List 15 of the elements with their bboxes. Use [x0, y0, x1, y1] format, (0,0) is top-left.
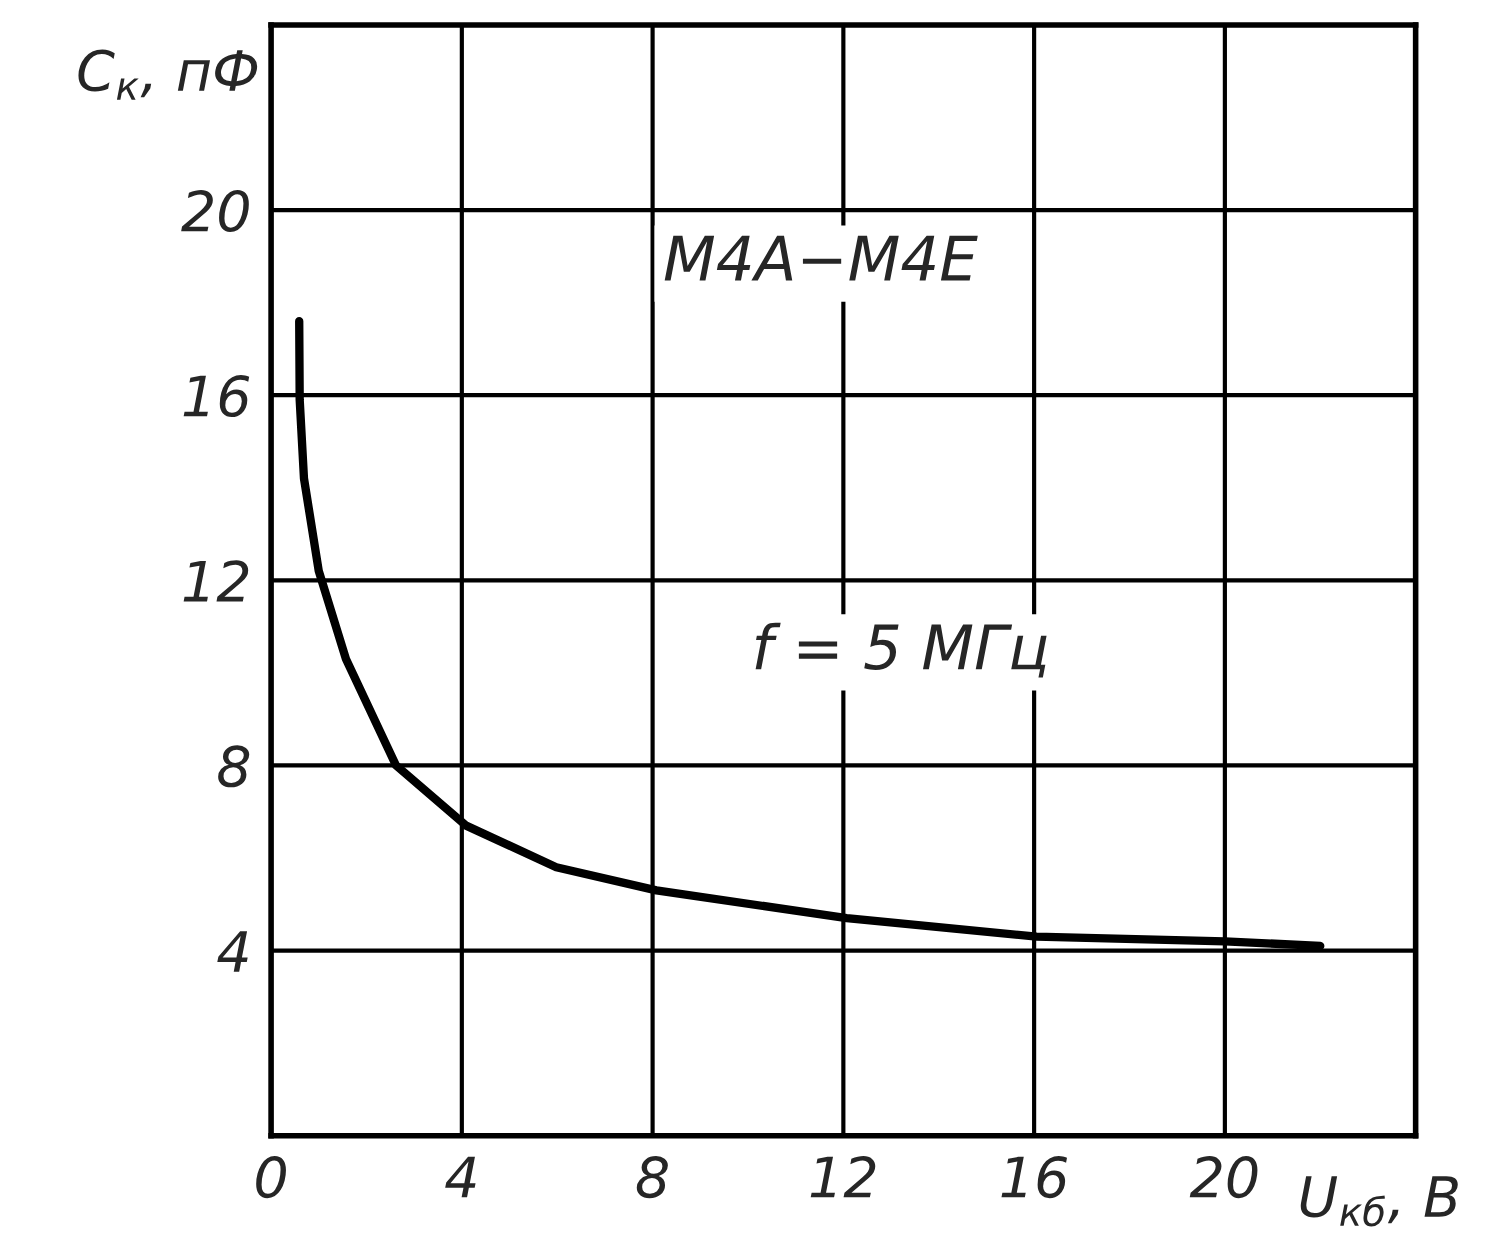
x-tick-label: 16 — [1001, 1156, 1067, 1199]
y-tick-label: 16 — [183, 375, 250, 418]
annotation: f = 5 МГц — [755, 622, 1047, 678]
x-tick-label: 20 — [1189, 1156, 1258, 1199]
x-tick-label: 0 — [256, 1156, 286, 1199]
x-axis-title: U$_{кб}$, В — [1300, 1176, 1458, 1227]
y-tick-label: 12 — [183, 560, 249, 602]
x-tick-label: 8 — [636, 1156, 668, 1199]
y-tick-label: 4 — [217, 931, 248, 972]
x-tick-label: 4 — [445, 1156, 476, 1198]
x-tick-label: 12 — [810, 1156, 876, 1198]
y-axis-title: C$_{к}$, пФ — [78, 49, 258, 100]
y-tick-label: 20 — [181, 189, 249, 232]
y-tick-label: 8 — [218, 745, 250, 788]
annotation: М4А−М4Е — [664, 235, 978, 281]
